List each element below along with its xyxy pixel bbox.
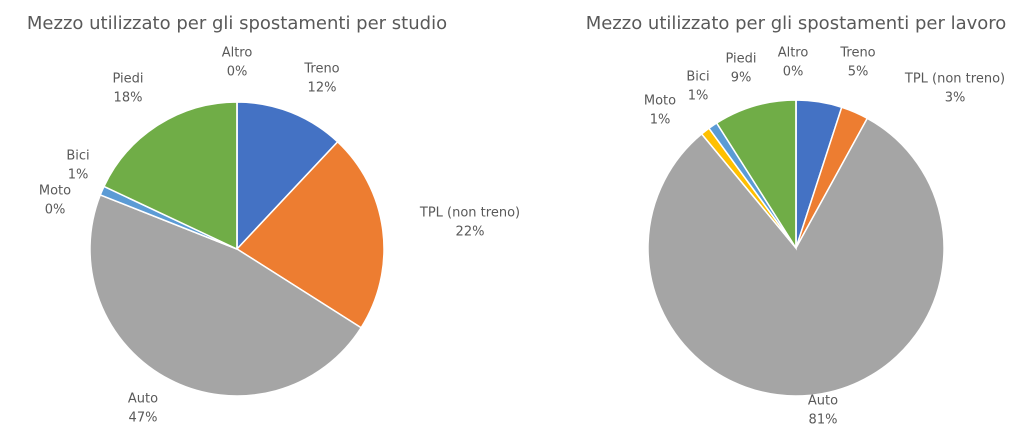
slice-label: Altro: [222, 46, 253, 61]
slice-label: TPL (non treno): [419, 206, 520, 221]
slice-label: Treno: [839, 46, 875, 61]
pie-slice: [236, 101, 339, 251]
slice-value: 81%: [809, 413, 838, 428]
slice-label: Moto: [39, 184, 71, 199]
pie-slice: [235, 140, 385, 329]
slice-label: Moto: [644, 94, 676, 109]
slice-value: 0%: [45, 203, 66, 218]
slice-label: Piedi: [112, 72, 143, 87]
slice-value: 1%: [650, 113, 671, 128]
slice-label: Bici: [686, 70, 709, 85]
slice-label: Bici: [66, 149, 89, 164]
slice-label: Piedi: [725, 52, 756, 67]
slice-value: 3%: [945, 91, 966, 106]
slice-value: 5%: [848, 65, 869, 80]
pie-slice: [89, 193, 363, 397]
slice-value: 12%: [308, 81, 337, 96]
pie-slice: [102, 101, 238, 251]
slice-value: 1%: [688, 89, 709, 104]
slice-value: 1%: [68, 168, 89, 183]
slice-value: 0%: [227, 65, 248, 80]
slice-value: 0%: [783, 65, 804, 80]
chart-title: Mezzo utilizzato per gli spostamenti per…: [27, 13, 447, 34]
slice-value: 22%: [456, 225, 485, 240]
slice-label: Altro: [778, 46, 809, 61]
chart-title: Mezzo utilizzato per gli spostamenti per…: [586, 13, 1007, 34]
pie-slice: [715, 99, 797, 251]
slice-label: Auto: [808, 394, 838, 409]
slice-label: TPL (non treno): [904, 72, 1005, 87]
slice-value: 9%: [731, 71, 752, 86]
pie-slice: [647, 117, 945, 397]
slice-label: Treno: [303, 62, 339, 77]
slice-value: 47%: [129, 411, 158, 426]
slice-label: Auto: [128, 392, 158, 407]
slice-value: 18%: [114, 91, 143, 106]
